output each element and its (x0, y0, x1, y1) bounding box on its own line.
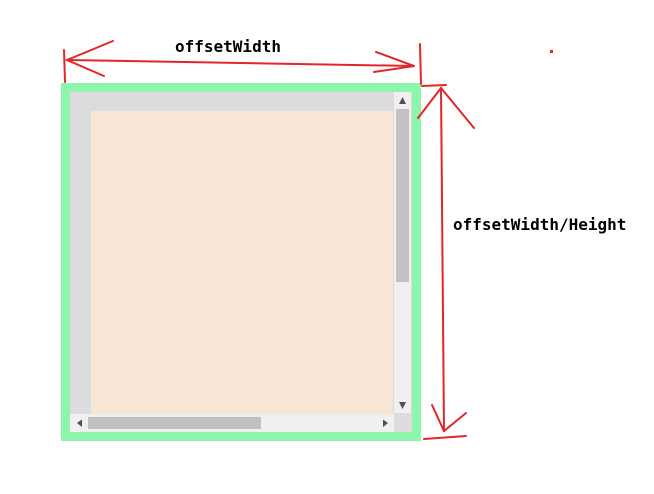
content-area (91, 111, 393, 414)
scrollbar-corner (394, 413, 412, 432)
top-right-tick (419, 43, 422, 85)
stray-mark (550, 50, 553, 53)
horizontal-scrollbar-thumb[interactable] (88, 417, 261, 429)
top-dimension-annotation (63, 40, 422, 85)
top-left-tick (63, 49, 66, 83)
top-right-arrowhead (373, 51, 415, 73)
scroll-down-icon[interactable] (399, 402, 406, 409)
right-top-arrowhead (417, 86, 475, 129)
vertical-scrollbar-thumb[interactable] (396, 109, 409, 282)
top-label: offsetWidth (175, 37, 281, 56)
right-top-tick (421, 84, 447, 87)
scroll-left-icon[interactable] (77, 419, 82, 428)
right-bottom-tick (423, 435, 467, 440)
right-dimension-annotation (417, 84, 475, 440)
right-bottom-arrowhead (431, 404, 467, 433)
right-dimension-line (440, 87, 445, 432)
scroll-right-icon[interactable] (383, 419, 388, 428)
right-label: offsetWidth/Height (453, 215, 626, 234)
top-left-arrowhead (64, 40, 114, 77)
vertical-scrollbar[interactable] (394, 92, 411, 413)
top-dimension-line (66, 59, 415, 67)
horizontal-scrollbar[interactable] (70, 414, 394, 432)
scroll-up-icon[interactable] (399, 97, 406, 104)
